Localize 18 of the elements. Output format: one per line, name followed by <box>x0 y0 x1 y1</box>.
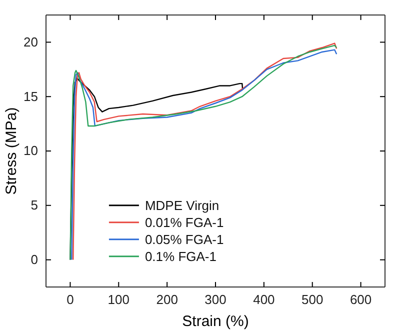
legend-label: 0.1% FGA-1 <box>144 248 216 264</box>
legend-label: 0.05% FGA-1 <box>144 232 224 247</box>
x-tick-label: 300 <box>204 292 226 308</box>
x-tick-label: 400 <box>253 292 275 308</box>
x-tick-label: 0 <box>66 292 74 308</box>
y-tick-label: 15 <box>24 88 38 104</box>
x-tick-label: 100 <box>108 292 130 308</box>
y-tick-label: 0 <box>30 252 38 267</box>
x-axis-title: Strain (%) <box>182 313 249 330</box>
x-tick-label: 500 <box>302 292 324 308</box>
y-tick-label: 10 <box>24 143 38 158</box>
x-tick-label: 600 <box>350 292 372 308</box>
y-tick-label: 20 <box>24 34 38 50</box>
y-tick-label: 5 <box>30 198 38 213</box>
legend-label: 0.01% FGA-1 <box>144 214 224 230</box>
y-axis-title: Stress (MPa) <box>3 107 20 195</box>
x-tick-label: 200 <box>156 292 178 308</box>
legend-label: MDPE Virgin <box>144 198 220 213</box>
